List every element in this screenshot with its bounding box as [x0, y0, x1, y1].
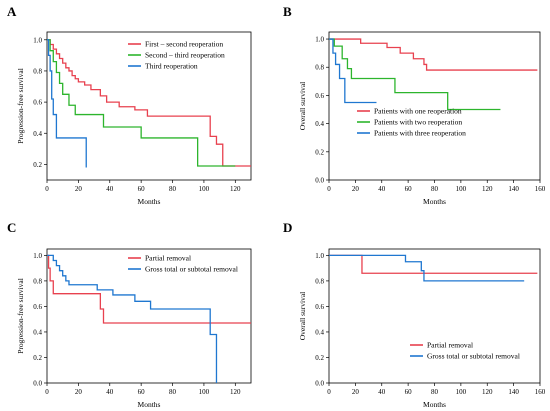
survival-curve-3 [47, 39, 87, 168]
x-tick-label: 80 [431, 185, 439, 193]
legend-entry: Gross total or subtotal removal [427, 352, 520, 361]
y-tick-label: 0.4 [315, 328, 324, 336]
y-tick-label: 0.6 [33, 99, 42, 107]
y-tick-label: 0.6 [33, 303, 42, 311]
plot-frame [46, 31, 252, 181]
y-tick-label: 0.0 [33, 380, 42, 388]
legend-entry: Partial removal [145, 254, 191, 263]
plot-frame [328, 248, 541, 384]
panel-a: A 0 20 40 60 80 100 120 0.2 0.4 0.6 0.8 1.0 Months Pro… [7, 4, 252, 206]
survival-curve-1 [47, 39, 251, 167]
x-tick-label: 100 [199, 185, 210, 193]
x-tick-label: 160 [535, 185, 546, 193]
x-tick-label: 40 [106, 388, 114, 396]
panel-d: D 0 20 40 60 80 100 120 140 160 0.0 0.2 0.4 0.6 0.8 1.0… [283, 220, 546, 409]
legend-entry: Second – third reoperation [145, 51, 225, 60]
y-tick-label: 1.0 [315, 252, 324, 260]
legend-entry: Patients with three reoperation [374, 129, 466, 138]
y-tick-label: 0.8 [315, 64, 324, 72]
y-tick-label: 1.0 [33, 252, 42, 260]
plot-frame [46, 248, 252, 384]
panel-letter: A [7, 4, 17, 19]
survival-curve-1 [47, 254, 251, 324]
y-tick-label: 0.2 [315, 148, 324, 156]
x-tick-label: 100 [456, 388, 467, 396]
x-tick-label: 0 [327, 388, 331, 396]
x-tick-label: 60 [405, 388, 413, 396]
x-tick-label: 120 [230, 388, 241, 396]
survival-curve-2 [47, 254, 218, 383]
x-tick-label: 0 [45, 185, 49, 193]
legend-entry: Patients with two reoperation [374, 118, 462, 127]
panel-letter: B [283, 4, 292, 19]
y-tick-label: 0.8 [33, 67, 42, 75]
y-axis-label: Overall survival [298, 292, 307, 341]
y-tick-label: 0.6 [315, 303, 324, 311]
x-tick-label: 120 [482, 185, 493, 193]
x-tick-label: 60 [138, 388, 146, 396]
y-tick-label: 0.2 [315, 354, 324, 362]
y-tick-label: 0.4 [315, 120, 324, 128]
x-tick-label: 20 [352, 185, 360, 193]
x-tick-label: 40 [106, 185, 114, 193]
x-axis-label: Months [423, 197, 446, 206]
survival-curve-1 [329, 254, 538, 274]
x-tick-label: 120 [230, 185, 241, 193]
y-tick-label: 0.2 [33, 354, 42, 362]
y-axis-label: Overall survival [298, 82, 307, 131]
x-tick-label: 100 [456, 185, 467, 193]
legend-entry: Third reoperation [145, 62, 198, 71]
y-tick-label: 0.4 [33, 328, 42, 336]
x-axis-label: Months [138, 197, 161, 206]
legend-entry: First – second reoperation [145, 40, 223, 49]
y-tick-label: 0.4 [33, 130, 42, 138]
panel-letter: D [283, 220, 292, 235]
x-tick-label: 160 [535, 388, 546, 396]
x-tick-label: 140 [508, 388, 519, 396]
legend-entry: Partial removal [427, 341, 473, 350]
x-axis-label: Months [138, 400, 161, 409]
survival-curve-2 [329, 38, 501, 111]
y-tick-label: 0.0 [315, 177, 324, 185]
x-tick-label: 80 [431, 388, 439, 396]
x-tick-label: 20 [75, 388, 83, 396]
x-tick-label: 40 [378, 388, 386, 396]
y-axis-label: Progression-free survival [16, 68, 25, 144]
x-tick-label: 40 [378, 185, 386, 193]
x-axis-label: Months [423, 400, 446, 409]
x-tick-label: 60 [405, 185, 413, 193]
x-tick-label: 20 [75, 185, 83, 193]
survival-curve-1 [329, 38, 538, 71]
legend-entry: Patients with one reoperation [374, 107, 462, 116]
x-tick-label: 120 [482, 388, 493, 396]
y-tick-label: 1.0 [33, 36, 42, 44]
y-tick-label: 0.0 [315, 380, 324, 388]
panel-c: C 0 20 40 60 80 100 120 0.0 0.2 0.4 0.6 0.8 1.0 Months… [7, 220, 252, 409]
x-tick-label: 140 [508, 185, 519, 193]
x-tick-label: 20 [352, 388, 360, 396]
survival-curve-2 [47, 39, 236, 167]
x-tick-label: 60 [138, 185, 146, 193]
y-axis-label: Progression-free survival [16, 278, 25, 354]
y-tick-label: 0.6 [315, 92, 324, 100]
x-tick-label: 80 [169, 388, 177, 396]
panel-letter: C [7, 220, 16, 235]
survival-curve-3 [329, 38, 377, 104]
legend-entry: Gross total or subtotal removal [145, 265, 238, 274]
panel-b: B 0 20 40 60 80 100 120 140 160 0.0 0.2 0.4 0.6 0.8 1.0… [283, 4, 546, 206]
y-tick-label: 0.2 [33, 161, 42, 169]
y-tick-label: 1.0 [315, 36, 324, 44]
y-tick-label: 0.8 [315, 277, 324, 285]
x-tick-label: 100 [199, 388, 210, 396]
y-tick-label: 0.8 [33, 277, 42, 285]
x-tick-label: 80 [169, 185, 177, 193]
x-tick-label: 0 [45, 388, 49, 396]
x-tick-label: 0 [327, 185, 331, 193]
survival-curve-2 [329, 254, 525, 282]
